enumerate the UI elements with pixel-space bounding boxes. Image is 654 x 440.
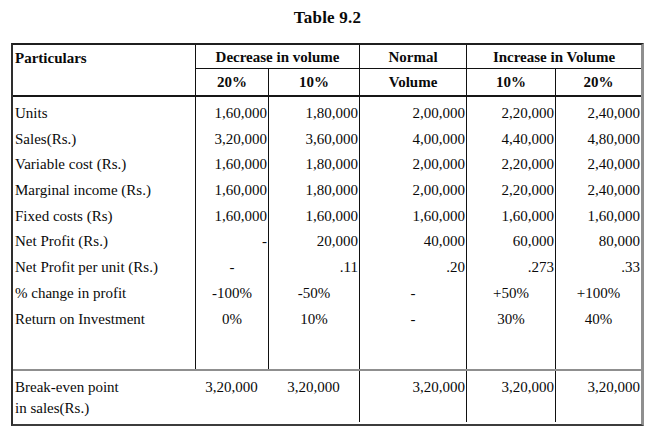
table-cell: 4,40,000 (467, 127, 555, 153)
table-cell: .20 (360, 255, 466, 281)
table-cell: 10% (269, 307, 359, 333)
table-cell: 2,00,000 (360, 101, 466, 127)
table-cell: - (360, 307, 466, 333)
table-cell: 2,40,000 (556, 152, 641, 178)
table-cell: 30% (467, 307, 555, 333)
table-cell: 2,20,000 (467, 101, 555, 127)
table-cell: - (360, 281, 466, 307)
column-particulars: Units Sales(Rs.) Variable cost (Rs.) Mar… (13, 97, 195, 369)
column-increase-20: 2,40,000 4,80,000 2,40,000 2,40,000 1,60… (555, 97, 641, 369)
table-body: Units Sales(Rs.) Variable cost (Rs.) Mar… (13, 97, 641, 369)
header-group-normal: Normal (359, 45, 466, 68)
table-cell: 3,60,000 (269, 127, 359, 153)
table-header: Particulars Decrease in volume Normal In… (13, 45, 641, 97)
header-group-increase: Increase in Volume (466, 45, 641, 68)
table-cell: 20,000 (269, 229, 359, 255)
table-cell: 3,20,000 (466, 371, 555, 422)
financial-table: Particulars Decrease in volume Normal In… (11, 43, 644, 426)
table-cell: 2,00,000 (360, 178, 466, 204)
table-cell: 1,60,000 (467, 204, 555, 230)
table-cell: -50% (269, 281, 359, 307)
break-even-label: Break-even point in sales(Rs.) (13, 371, 195, 422)
break-even-label-line2: in sales(Rs.) (15, 398, 195, 419)
table-cell: 2,40,000 (556, 101, 641, 127)
column-increase-10: 2,20,000 4,40,000 2,20,000 2,20,000 1,60… (466, 97, 555, 369)
row-label: Variable cost (Rs.) (13, 152, 195, 178)
table-cell: 4,80,000 (556, 127, 641, 153)
subheader-decrease-20: 20% (195, 68, 268, 95)
table-cell: 0% (196, 307, 268, 333)
table-cell: 2,20,000 (467, 152, 555, 178)
table-cell: 1,80,000 (269, 152, 359, 178)
table-cell: 60,000 (467, 229, 555, 255)
table-cell: .273 (467, 255, 555, 281)
column-normal: 2,00,000 4,00,000 2,00,000 2,00,000 1,60… (359, 97, 466, 369)
table-cell: .11 (269, 255, 359, 281)
table-cell: 1,60,000 (196, 152, 268, 178)
row-label: Net Profit (Rs.) (13, 229, 195, 255)
row-label: Units (13, 101, 195, 127)
table-cell: - (196, 229, 268, 255)
table-cell: 3,20,000 (359, 371, 466, 422)
table-cell: +50% (467, 281, 555, 307)
table-cell: .33 (556, 255, 641, 281)
subheader-increase-10: 10% (466, 68, 555, 95)
table-cell: 2,00,000 (360, 152, 466, 178)
table-cell: 40% (556, 307, 641, 333)
table-cell: 3,20,000 (268, 371, 359, 422)
table-cell: +100% (556, 281, 641, 307)
header-particulars: Particulars (13, 45, 195, 95)
row-label: Marginal income (Rs.) (13, 178, 195, 204)
table-cell: 1,80,000 (269, 101, 359, 127)
table-cell: 4,00,000 (360, 127, 466, 153)
row-label: Return on Investment (13, 307, 195, 333)
row-label: Sales(Rs.) (13, 127, 195, 153)
table-cell: 1,60,000 (196, 204, 268, 230)
table-cell: 40,000 (360, 229, 466, 255)
table-cell: 3,20,000 (195, 371, 268, 422)
table-cell: 3,20,000 (196, 127, 268, 153)
table-cell: 1,60,000 (556, 204, 641, 230)
table-cell: - (196, 255, 268, 281)
subheader-increase-20: 20% (555, 68, 641, 95)
table-cell: 1,60,000 (196, 101, 268, 127)
table-cell: 1,60,000 (360, 204, 466, 230)
table-cell: 1,80,000 (269, 178, 359, 204)
table-cell: 2,20,000 (467, 178, 555, 204)
subheader-normal-volume: Volume (359, 68, 466, 95)
break-even-row: Break-even point in sales(Rs.) 3,20,000 … (13, 369, 641, 422)
table-title: Table 9.2 (11, 8, 644, 28)
table-cell: 2,40,000 (556, 178, 641, 204)
table-cell: 3,20,000 (555, 371, 641, 422)
row-label: % change in profit (13, 281, 195, 307)
column-decrease-10: 1,80,000 3,60,000 1,80,000 1,80,000 1,60… (268, 97, 359, 369)
row-label: Fixed costs (Rs) (13, 204, 195, 230)
row-label: Net Profit per unit (Rs.) (13, 255, 195, 281)
header-group-decrease: Decrease in volume (195, 45, 359, 68)
table-cell: 1,60,000 (269, 204, 359, 230)
subheader-decrease-10: 10% (268, 68, 359, 95)
table-cell: -100% (196, 281, 268, 307)
break-even-label-line1: Break-even point (15, 377, 195, 398)
table-cell: 80,000 (556, 229, 641, 255)
table-cell: 1,60,000 (196, 178, 268, 204)
column-decrease-20: 1,60,000 3,20,000 1,60,000 1,60,000 1,60… (195, 97, 268, 369)
